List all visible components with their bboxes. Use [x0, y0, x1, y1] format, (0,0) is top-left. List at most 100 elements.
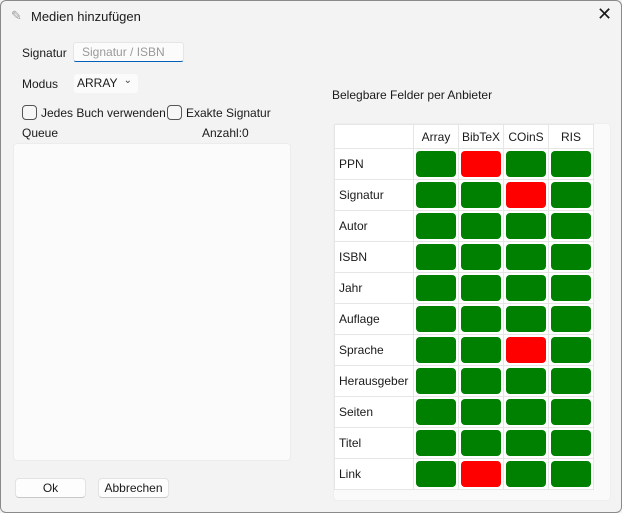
cell [413, 179, 459, 211]
cell [458, 427, 504, 459]
status-available [416, 151, 456, 177]
row-label: Autor [334, 210, 414, 242]
status-available [506, 368, 546, 394]
table-row: Herausgeber [334, 365, 594, 397]
status-available [506, 430, 546, 456]
cell [548, 241, 594, 273]
column-header-ris: RIS [548, 124, 594, 149]
status-available [416, 244, 456, 270]
status-available [506, 244, 546, 270]
cell [548, 365, 594, 397]
cell [503, 396, 549, 428]
corner-header [334, 124, 414, 149]
table-row: PPN [334, 148, 594, 180]
signatur-label: Signatur [22, 46, 67, 60]
queue-label: Queue [22, 126, 59, 140]
cell [458, 365, 504, 397]
status-available [551, 368, 591, 394]
status-available [551, 275, 591, 301]
cell [413, 365, 459, 397]
column-header-array: Array [413, 124, 459, 149]
cell [503, 148, 549, 180]
row-label: Auflage [334, 303, 414, 335]
status-available [551, 461, 591, 487]
cell [413, 458, 459, 490]
cell [503, 179, 549, 211]
status-available [416, 337, 456, 363]
cancel-button[interactable]: Abbrechen [98, 478, 169, 498]
cell [503, 241, 549, 273]
status-available [416, 399, 456, 425]
cell [458, 148, 504, 180]
status-available [416, 213, 456, 239]
row-label: Herausgeber [334, 365, 414, 397]
exakte-signatur-checkbox[interactable]: Exakte Signatur [167, 105, 271, 120]
pencil-icon: ✎ [11, 8, 22, 23]
status-available [461, 244, 501, 270]
status-available [551, 399, 591, 425]
row-label: ISBN [334, 241, 414, 273]
status-available [416, 182, 456, 208]
status-available [551, 337, 591, 363]
modus-select[interactable]: ARRAY ⌄ [74, 74, 138, 93]
row-label: PPN [334, 148, 414, 180]
checkbox-box[interactable] [167, 105, 182, 120]
row-label: Seiten [334, 396, 414, 428]
row-label: Link [334, 458, 414, 490]
cell [548, 303, 594, 335]
fields-table: Array BibTeX COinS RIS PPN Signatur Autor ISBN… [334, 124, 594, 490]
ok-button[interactable]: Ok [15, 478, 86, 498]
table-row: ISBN [334, 241, 594, 273]
table-row: Sprache [334, 334, 594, 366]
row-label: Titel [334, 427, 414, 459]
cell [548, 458, 594, 490]
cell [548, 396, 594, 428]
close-icon[interactable]: ✕ [597, 4, 613, 24]
cell [458, 334, 504, 366]
status-available [416, 306, 456, 332]
row-label: Sprache [334, 334, 414, 366]
cell [503, 303, 549, 335]
count-label: Anzahl:0 [202, 126, 249, 140]
jedes-buch-checkbox[interactable]: Jedes Buch verwenden [22, 105, 166, 120]
table-row: Signatur [334, 179, 594, 211]
cell [503, 334, 549, 366]
status-available [551, 213, 591, 239]
status-unavailable [506, 182, 546, 208]
cell [503, 365, 549, 397]
fields-panel: Array BibTeX COinS RIS PPN Signatur Autor ISBN… [333, 123, 611, 501]
table-row: Titel [334, 427, 594, 459]
status-available [416, 461, 456, 487]
table-row: Link [334, 458, 594, 490]
status-available [461, 182, 501, 208]
cell [548, 210, 594, 242]
cell [503, 458, 549, 490]
modus-value: ARRAY [77, 76, 118, 90]
table-row: Auflage [334, 303, 594, 335]
cell [458, 303, 504, 335]
queue-list[interactable] [13, 143, 291, 461]
cell [503, 272, 549, 304]
cell [413, 334, 459, 366]
table-row: Seiten [334, 396, 594, 428]
row-label: Signatur [334, 179, 414, 211]
cell [458, 396, 504, 428]
status-available [461, 399, 501, 425]
table-row: Jahr [334, 272, 594, 304]
status-available [551, 244, 591, 270]
cell [458, 210, 504, 242]
status-available [506, 306, 546, 332]
column-header-bibtex: BibTeX [458, 124, 504, 149]
cell [503, 427, 549, 459]
chevron-down-icon: ⌄ [123, 75, 132, 86]
checkbox-label: Exakte Signatur [186, 105, 271, 120]
checkbox-box[interactable] [22, 105, 37, 120]
status-available [506, 399, 546, 425]
signatur-input[interactable] [73, 42, 184, 62]
status-available [506, 461, 546, 487]
cell [413, 303, 459, 335]
status-available [461, 275, 501, 301]
cell [458, 241, 504, 273]
cell [548, 272, 594, 304]
status-available [461, 368, 501, 394]
